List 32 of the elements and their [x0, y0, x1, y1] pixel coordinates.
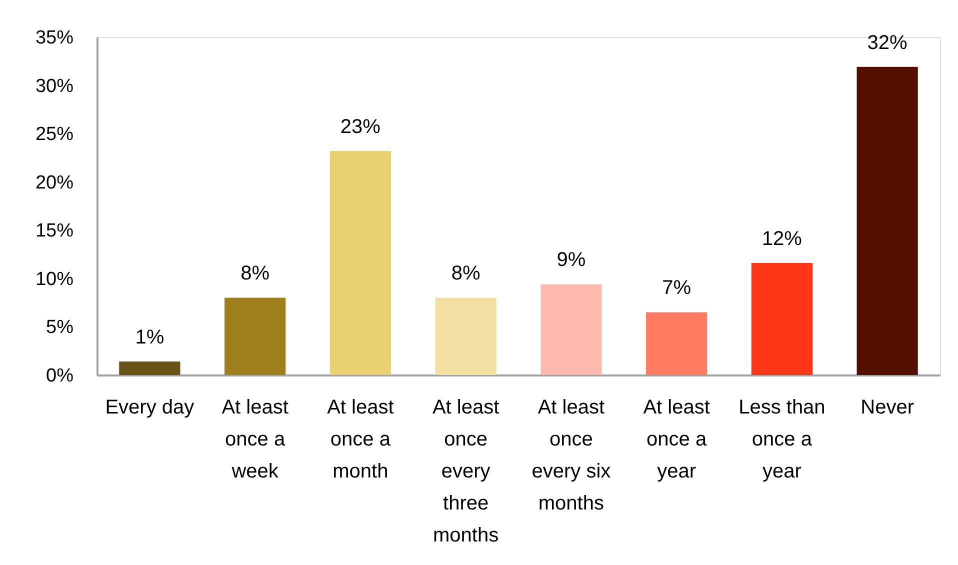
y-tick-label: 30%: [35, 76, 74, 97]
bar: [330, 150, 391, 375]
x-tick-label: At least once every six months: [532, 396, 611, 514]
x-tick-label: Every day: [105, 396, 194, 418]
y-tick-label: 10%: [35, 268, 74, 290]
x-tick-label: Never: [860, 396, 914, 418]
x-tick-label: At least once a month: [327, 396, 394, 482]
x-tick-label: Less than once a year: [738, 396, 826, 482]
data-label: 1%: [135, 326, 164, 348]
y-tick-label: 35%: [35, 28, 74, 48]
y-tick-label: 20%: [35, 172, 74, 194]
bar: [224, 298, 286, 375]
bar: [751, 262, 812, 375]
x-tick-label: At least once every three months: [432, 396, 500, 546]
data-label: 8%: [240, 262, 270, 285]
data-label: 9%: [556, 249, 586, 272]
x-tick-label: At least once a week: [222, 396, 289, 482]
data-label: 32%: [867, 32, 908, 54]
data-label: 7%: [662, 277, 692, 300]
bar: [646, 312, 708, 375]
bar: [435, 298, 496, 375]
y-tick-label: 15%: [35, 220, 74, 242]
x-tick-label: At least once a year: [643, 396, 710, 482]
data-label: 8%: [451, 262, 480, 285]
data-label: 12%: [762, 228, 802, 250]
data-label: 23%: [340, 116, 381, 138]
bar: [856, 66, 918, 375]
y-tick-label: 25%: [35, 124, 74, 146]
y-tick-label: 0%: [46, 366, 74, 386]
bar: [119, 361, 180, 375]
bar: [540, 284, 602, 375]
y-tick-label: 5%: [46, 317, 74, 338]
